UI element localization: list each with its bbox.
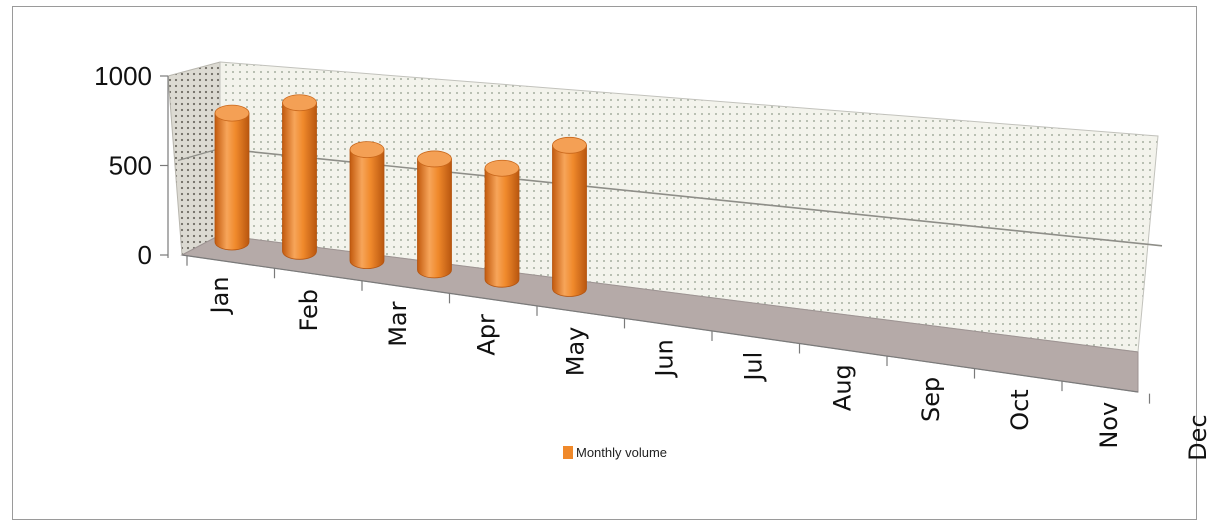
- x-tick-label: Dec: [1184, 414, 1207, 460]
- bar-top: [349, 141, 385, 159]
- x-tick-label: Oct: [1006, 389, 1034, 431]
- legend: Monthly volume: [563, 445, 667, 460]
- legend-label: Monthly volume: [576, 445, 667, 460]
- x-tick-label: Nov: [1095, 402, 1123, 449]
- bar-body: [214, 112, 250, 251]
- bar-top: [214, 104, 250, 122]
- bar-May: [484, 159, 520, 288]
- x-tick-labels: Jan Feb Mar Apr May Jun Jul Aug Sep Oct Nov Dec: [206, 276, 1207, 460]
- bar-top: [282, 94, 317, 112]
- y-tick-label: 0: [138, 240, 152, 270]
- x-tick-label: Jun: [651, 339, 679, 379]
- bar-body: [552, 144, 587, 297]
- bar-body: [417, 158, 452, 279]
- x-tick-label: Jan: [206, 276, 234, 315]
- side-wall: [167, 61, 221, 256]
- bar-body: [349, 149, 385, 269]
- side-gridline-500: [177, 147, 221, 162]
- x-tick-label: Sep: [917, 377, 945, 422]
- legend-swatch: [563, 446, 573, 459]
- bar-Feb: [282, 94, 317, 260]
- x-tick-label: Apr: [473, 314, 501, 356]
- bar-body: [282, 102, 317, 260]
- y-tick-label: 500: [109, 151, 152, 181]
- bar-Jun: [552, 136, 587, 297]
- x-tick-label: Aug: [828, 364, 856, 411]
- bar-Apr: [417, 150, 452, 279]
- bar-top: [484, 159, 520, 177]
- x-tick-label: Jul: [739, 352, 767, 383]
- axes: [160, 75, 1151, 404]
- bars: [214, 94, 587, 297]
- y-tick-label: 1000: [94, 61, 152, 91]
- bar-Mar: [349, 141, 385, 269]
- x-tick-label: Feb: [295, 289, 323, 332]
- x-axis-line: [181, 254, 1139, 393]
- bar-Jan: [214, 104, 250, 251]
- x-tick-label: Mar: [384, 301, 412, 346]
- bar-body: [484, 167, 520, 288]
- bar-top: [552, 136, 587, 154]
- bar-top: [417, 150, 452, 168]
- x-tick-label: May: [562, 327, 590, 377]
- y-tick-labels: 0 500 1000: [94, 61, 152, 270]
